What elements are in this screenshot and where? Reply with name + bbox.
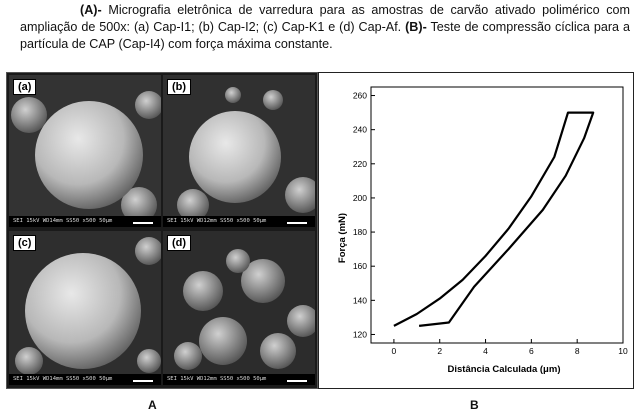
chart-axes [370,86,624,344]
sem-image-a: (a) SEI 15kV WD14mm SS50 x500 50μm [9,75,161,227]
y-tick-label: 160 [353,261,367,271]
y-tick-label: 220 [353,159,367,169]
y-tick-label: 260 [353,91,367,101]
sem-image-b: (b) SEI 15kV WD12mm SS50 x500 50μm [163,75,315,227]
y-tick-label: 120 [353,329,367,339]
micrograph-label: (c) [13,235,37,251]
series-line [393,111,595,327]
x-tick-label: 10 [618,346,628,356]
sem-particles-c [9,231,161,385]
sem-particles-a [9,75,161,227]
y-tick-label: 240 [353,125,367,135]
compression-chart: 0 2 4 6 8 10 120 140 160 180 200 220 240 260 Distânci… [337,86,628,375]
sem-particles-d [163,231,315,385]
chart-ticks: 0 2 4 6 8 10 120 140 160 180 200 220 240 260 [353,91,628,356]
caption-a-tag: (A)- [80,3,102,17]
chart-series [393,111,595,327]
x-tick-label: 4 [483,346,488,356]
sem-image-c: (c) SEI 15kV WD14mm SS50 x500 50μm [9,231,161,385]
figure-caption: (A)- Micrografia eletrônica de varredura… [20,2,630,53]
y-tick-label: 140 [353,295,367,305]
compression-chart-panel: 0 2 4 6 8 10 120 140 160 180 200 220 240 260 Distânci… [318,72,634,389]
plot-frame [370,86,624,344]
y-tick-label: 200 [353,193,367,203]
x-tick-label: 8 [575,346,580,356]
panel-label-a: A [148,398,157,412]
caption-b-text: Teste de compressão cíclica para a partí… [20,20,630,51]
scale-bar [133,380,153,382]
micrograph-label: (a) [13,79,37,95]
micrograph-label: (d) [167,235,192,251]
sem-micrograph-panel: (a) SEI 15kV WD14mm SS50 x500 50μm (b) S… [6,72,318,389]
sem-image-d: (d) SEI 15kV WD12mm SS50 x500 50μm [163,231,315,385]
sem-info-bar: SEI 15kV WD14mm SS50 x500 50μm [9,216,161,227]
scale-bar [287,380,307,382]
scale-bar [133,222,153,224]
panel-label-b: B [470,398,479,412]
sem-info-bar: SEI 15kV WD14mm SS50 x500 50μm [9,374,161,385]
caption-a-text: Micrografia eletrônica de varredura para… [20,3,630,34]
caption-b-tag: (B)- [405,20,427,34]
scale-bar [287,222,307,224]
sem-info-bar: SEI 15kV WD12mm SS50 x500 50μm [163,216,315,227]
sem-particles-b [163,75,315,227]
x-tick-label: 6 [529,346,534,356]
y-axis-label: Força (mN) [337,213,348,263]
y-tick-label: 180 [353,227,367,237]
x-axis-label: Distância Calculada (μm) [448,364,561,375]
sem-info-bar: SEI 15kV WD12mm SS50 x500 50μm [163,374,315,385]
x-tick-label: 2 [437,346,442,356]
micrograph-label: (b) [167,79,192,95]
x-tick-label: 0 [392,346,397,356]
